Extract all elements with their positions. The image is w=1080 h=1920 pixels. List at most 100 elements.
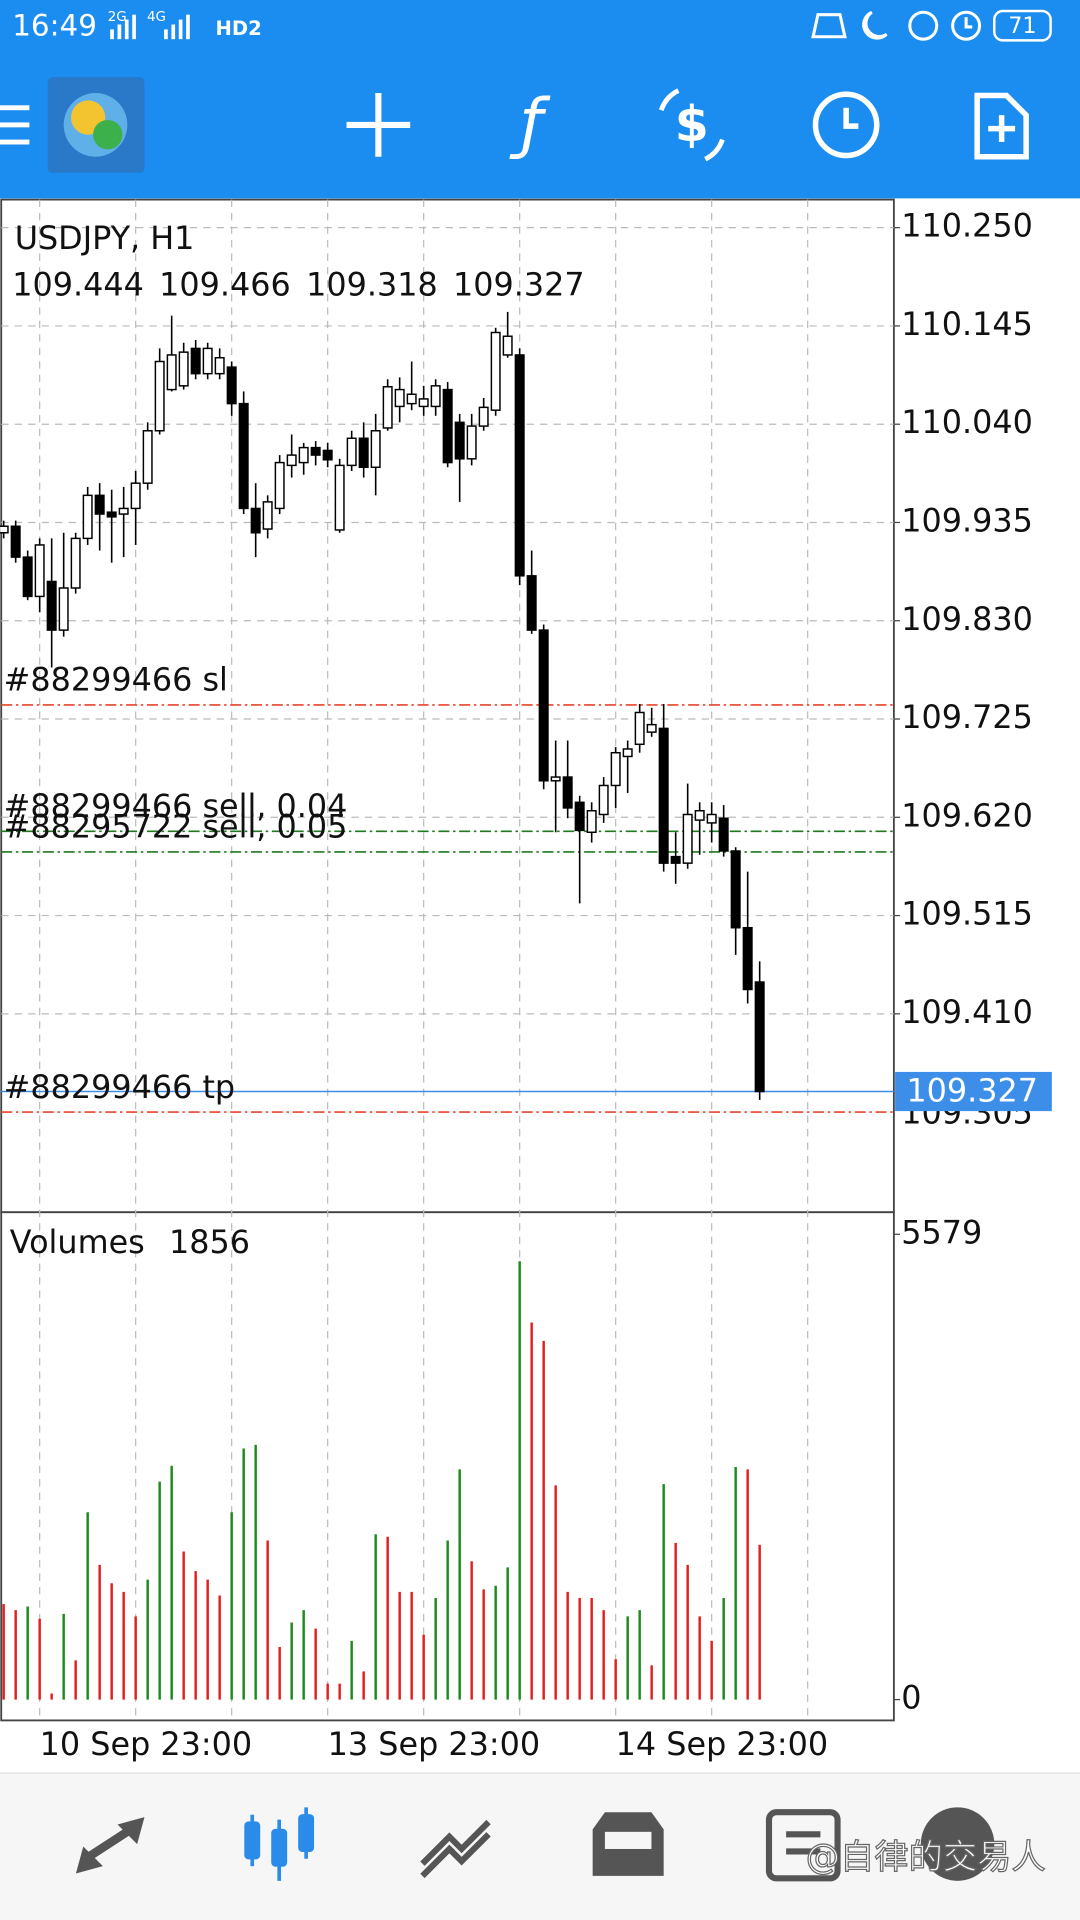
trade-button[interactable]: $ bbox=[658, 88, 725, 162]
order-label: #88299466 sl bbox=[4, 661, 228, 699]
candle-body bbox=[322, 449, 333, 461]
candle-body bbox=[502, 335, 513, 356]
candle-body bbox=[298, 446, 309, 464]
y-tick-label: 109.725 bbox=[901, 698, 1033, 736]
new-order-button[interactable] bbox=[974, 92, 1029, 160]
candle-body bbox=[106, 511, 117, 518]
volumes bbox=[2, 1261, 761, 1700]
candle-body bbox=[430, 385, 441, 408]
period-button[interactable] bbox=[812, 91, 880, 159]
messages-tab[interactable] bbox=[920, 1807, 995, 1881]
candle-body bbox=[346, 437, 357, 467]
trade-tab[interactable] bbox=[420, 1819, 491, 1879]
y-tick-label: 0 bbox=[901, 1679, 921, 1717]
candle-body bbox=[118, 507, 129, 515]
y-tick-label: 109.410 bbox=[901, 993, 1033, 1031]
signal-icon bbox=[110, 14, 136, 40]
bottom-nav bbox=[0, 1773, 1080, 1920]
menu-button[interactable] bbox=[0, 105, 30, 145]
candle-body bbox=[10, 525, 21, 558]
candle-body bbox=[94, 494, 105, 515]
candle-body bbox=[310, 446, 321, 456]
candle-body bbox=[190, 347, 201, 375]
battery-level: 71 bbox=[1008, 14, 1036, 39]
candle-body bbox=[418, 398, 429, 408]
y-tick-label: 110.040 bbox=[901, 403, 1033, 441]
candle-body bbox=[682, 813, 693, 864]
candle-body bbox=[154, 360, 165, 432]
journal-tab[interactable] bbox=[765, 1809, 841, 1882]
candle-body bbox=[178, 351, 189, 387]
candle-body bbox=[0, 525, 9, 534]
price-panel bbox=[0, 198, 895, 1214]
candle-body bbox=[598, 784, 609, 816]
candle-body bbox=[274, 461, 285, 510]
app-logo bbox=[47, 77, 145, 173]
y-tick-label: 110.145 bbox=[901, 305, 1033, 343]
svg-text:$: $ bbox=[675, 96, 709, 153]
x-tick-label: 13 Sep 23:00 bbox=[328, 1725, 540, 1763]
last-price-box bbox=[895, 1071, 1052, 1112]
x-tick-label: 14 Sep 23:00 bbox=[616, 1725, 828, 1763]
candle-body bbox=[634, 711, 645, 746]
candle-body bbox=[382, 386, 393, 429]
x-tick-label: 10 Sep 23:00 bbox=[40, 1725, 252, 1763]
candle-body bbox=[706, 813, 717, 824]
candle-body bbox=[754, 981, 765, 1093]
candle-body bbox=[46, 580, 57, 631]
candle-body bbox=[82, 494, 93, 540]
candle-body bbox=[526, 575, 537, 631]
candle-body bbox=[610, 751, 621, 787]
volume-current: 1856 bbox=[169, 1223, 250, 1261]
ohlc-high: 109.466 bbox=[159, 266, 291, 304]
candle-body bbox=[130, 482, 141, 510]
candle-body bbox=[562, 776, 573, 809]
candle-body bbox=[250, 507, 261, 534]
network-label: 4G bbox=[147, 10, 166, 25]
candle-body bbox=[658, 727, 669, 864]
candle-body bbox=[718, 817, 729, 852]
history-tab[interactable] bbox=[592, 1812, 664, 1876]
candle-body bbox=[202, 347, 213, 375]
network-label: HD2 bbox=[216, 17, 262, 40]
y-tick-label: 109.935 bbox=[901, 501, 1033, 539]
candle-body bbox=[334, 464, 345, 531]
crosshair-button[interactable] bbox=[346, 93, 411, 157]
candle-body bbox=[574, 801, 585, 832]
clock: 16:49 bbox=[12, 8, 97, 42]
chart-tab[interactable] bbox=[244, 1807, 315, 1881]
candle-body bbox=[22, 556, 33, 598]
candle-body bbox=[58, 587, 69, 631]
ohlc-close: 109.327 bbox=[453, 266, 585, 304]
candle-body bbox=[34, 544, 45, 598]
quotes-tab[interactable] bbox=[75, 1817, 145, 1874]
candle-body bbox=[538, 629, 549, 782]
candle-body bbox=[490, 331, 501, 411]
candle-body bbox=[622, 748, 633, 758]
candle-body bbox=[214, 357, 225, 375]
watermark: @自律的交易人 bbox=[806, 1837, 1046, 1877]
y-tick-label: 110.250 bbox=[901, 207, 1033, 245]
candle-body bbox=[742, 926, 753, 991]
candle-body bbox=[478, 406, 489, 427]
candle-body bbox=[550, 776, 561, 782]
signal-icon bbox=[164, 14, 190, 40]
candle-body bbox=[394, 388, 405, 408]
y-tick-label: 5579 bbox=[901, 1213, 982, 1251]
candle-body bbox=[442, 388, 453, 464]
candle-body bbox=[142, 430, 153, 484]
labels: 110.250 110.145 110.040 109.935 109.830 109.7… bbox=[4, 207, 1052, 1763]
candle-body bbox=[586, 810, 597, 834]
status-icons bbox=[811, 10, 982, 41]
candle-body bbox=[166, 354, 177, 391]
y-tick-label: 109.620 bbox=[901, 796, 1033, 834]
candle-body bbox=[286, 454, 297, 467]
y-tick-label: 109.515 bbox=[901, 895, 1033, 933]
ohlc-low: 109.318 bbox=[306, 266, 438, 304]
order-label: #88299466 sell, 0.04 bbox=[4, 787, 348, 825]
candles bbox=[0, 311, 765, 1100]
candle-body bbox=[670, 855, 681, 864]
candle-body bbox=[370, 430, 381, 468]
